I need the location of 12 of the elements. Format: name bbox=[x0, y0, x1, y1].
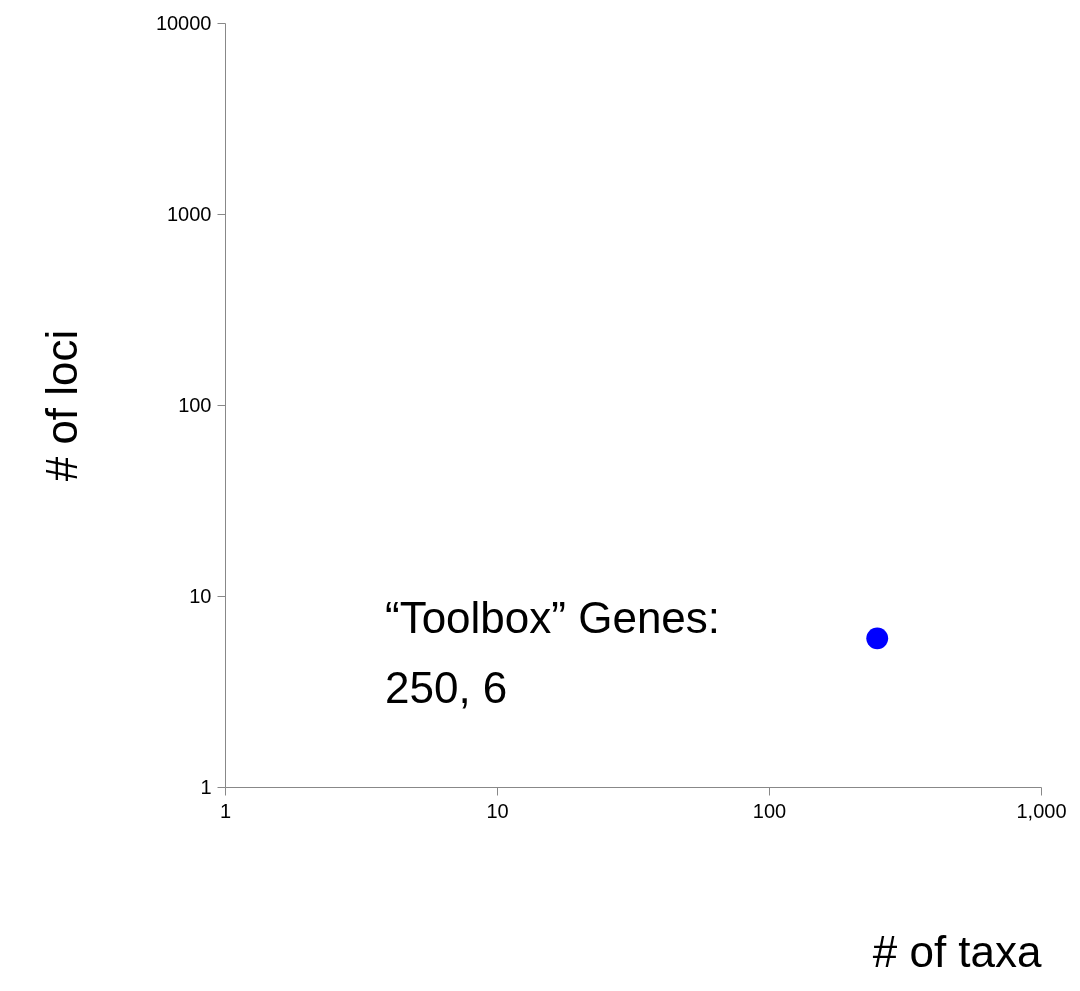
y-tick-label: 1000 bbox=[167, 202, 212, 225]
x-tick-label: 1,000 bbox=[1016, 799, 1067, 822]
y-axis-title: # of loci bbox=[36, 329, 86, 482]
annotation: “Toolbox” Genes: 250, 6 bbox=[385, 593, 721, 712]
y-tick-label: 1 bbox=[200, 775, 212, 798]
y-tick-label: 10000 bbox=[155, 11, 212, 34]
y-tick-label: 10 bbox=[189, 584, 212, 607]
x-tick-label: 1 bbox=[219, 799, 232, 822]
x-axis-title: # of taxa bbox=[872, 926, 1043, 976]
y-tick-label: 100 bbox=[178, 393, 212, 416]
x-tick-label: 100 bbox=[752, 799, 787, 822]
x-tick-label: 10 bbox=[486, 799, 509, 822]
